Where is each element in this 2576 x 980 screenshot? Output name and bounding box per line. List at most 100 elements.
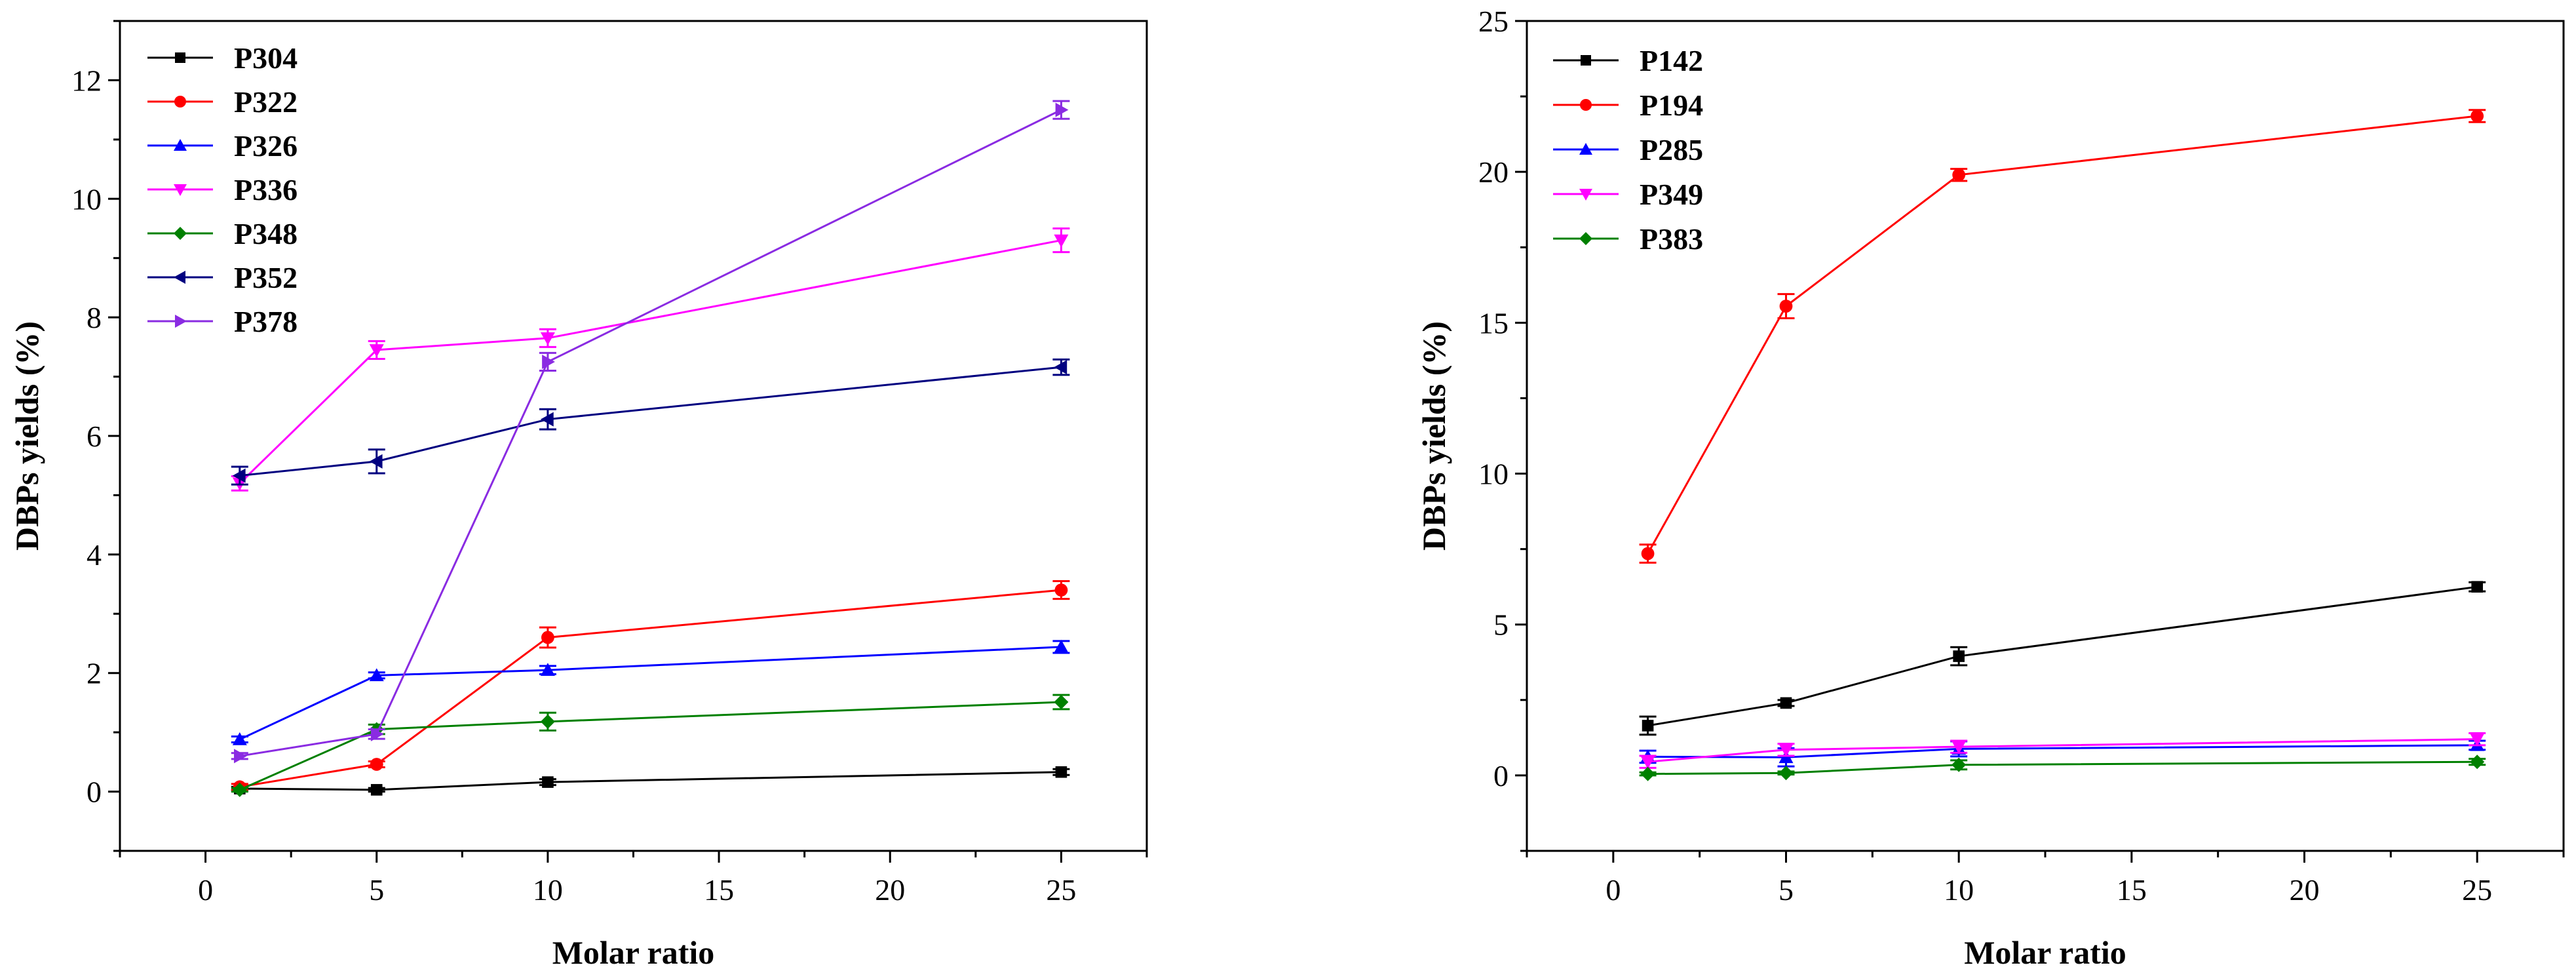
x-tick-label: 5 (369, 873, 384, 907)
data-point (1054, 234, 1069, 248)
series-line (1647, 115, 2478, 555)
data-point (234, 749, 247, 764)
x-tick-label: 20 (2290, 873, 2320, 907)
data-point (369, 344, 384, 357)
y-axis-title: DBPs yields (%) (9, 321, 45, 551)
legend-label: P304 (234, 41, 298, 75)
data-point (1953, 650, 1965, 662)
series-line (239, 239, 1062, 484)
series-P326 (231, 639, 1070, 745)
series-line (1647, 738, 2478, 763)
legend-label: P336 (234, 173, 298, 206)
data-point (540, 332, 555, 345)
data-point (2470, 733, 2485, 747)
series-P352 (231, 358, 1070, 486)
x-tick-label: 20 (875, 873, 905, 907)
data-point (1780, 697, 1792, 709)
data-point (1054, 583, 1068, 597)
x-tick-label: 0 (198, 873, 213, 907)
series-P194 (1639, 109, 2486, 564)
data-point (542, 354, 555, 369)
data-point (1054, 639, 1069, 653)
y-tick-label: 0 (87, 775, 102, 809)
y-tick-label: 12 (71, 64, 102, 97)
data-point (1952, 168, 1966, 182)
legend-label: P326 (234, 129, 298, 163)
y-tick-label: 10 (1478, 458, 1509, 491)
y-tick-label: 8 (87, 301, 102, 334)
data-point (1054, 695, 1069, 710)
legend-label: P285 (1640, 133, 1703, 167)
legend-label: P194 (1640, 88, 1703, 122)
legend-marker (175, 52, 185, 63)
legend-marker (174, 184, 187, 196)
legend-marker (1579, 143, 1592, 155)
series-P142 (1639, 581, 2486, 736)
series-line (239, 701, 1062, 791)
series-P322 (231, 580, 1070, 794)
series-P304 (231, 766, 1070, 796)
data-point (2471, 581, 2483, 593)
series-line (239, 589, 1062, 788)
y-tick-label: 25 (1478, 5, 1509, 38)
chart-1: 0 5 10 15 20 25 0 2 4 6 8 10 12 Molar ratio DBPs yield… (9, 20, 1148, 971)
legend-label: P378 (234, 305, 298, 338)
data-point (542, 776, 554, 788)
y-tick-label: 0 (1493, 759, 1509, 793)
series-P349 (1639, 732, 2486, 770)
y-tick-label: 20 (1478, 155, 1509, 189)
series-P336 (231, 227, 1070, 492)
series-line (239, 109, 1062, 757)
x-tick-label: 5 (1778, 873, 1794, 907)
data-point (1055, 766, 1067, 778)
x-tick-label: 15 (2117, 873, 2147, 907)
legend-marker (175, 315, 187, 328)
x-tick-label: 10 (1944, 873, 1974, 907)
x-axis-title: Molar ratio (1964, 934, 2126, 971)
data-point (1778, 743, 1794, 757)
data-point (1640, 766, 1655, 781)
legend-marker (1579, 232, 1592, 245)
chart-2: 0 5 10 15 20 25 0 5 10 15 20 25 Molar ratio DBPs yiel… (1415, 5, 2565, 971)
data-point (232, 732, 247, 745)
legend-marker (1581, 55, 1591, 66)
data-point (1640, 756, 1655, 770)
data-point (370, 726, 384, 741)
series-line (239, 771, 1062, 791)
y-tick-label: 15 (1478, 306, 1509, 340)
data-point (232, 782, 247, 797)
x-tick-label: 15 (704, 873, 734, 907)
series-line (239, 646, 1062, 741)
data-point (1055, 102, 1069, 117)
y-tick-label: 5 (1493, 608, 1509, 642)
legend-marker (1580, 99, 1592, 111)
y-tick-label: 2 (87, 657, 102, 690)
legend-label: P322 (234, 85, 298, 119)
y-tick-label: 10 (71, 182, 102, 216)
legend-label: P383 (1640, 222, 1703, 256)
legend-marker (174, 139, 187, 151)
legend-label: P352 (234, 261, 298, 294)
data-point (2470, 755, 2485, 770)
data-point (541, 631, 554, 644)
data-point (1778, 766, 1794, 781)
data-point (370, 784, 383, 796)
y-tick-label: 6 (87, 420, 102, 453)
x-axis-title: Molar ratio (552, 934, 715, 971)
series-line (1647, 585, 2478, 727)
y-axis-title: DBPs yields (%) (1415, 321, 1452, 551)
legend-marker (174, 227, 187, 240)
data-point (1951, 757, 1967, 772)
series-P348 (231, 694, 1070, 797)
data-point (540, 714, 555, 729)
data-point (369, 454, 383, 469)
data-point (1642, 720, 1654, 732)
y-tick-label: 4 (87, 538, 102, 572)
legend-label: P348 (234, 217, 298, 250)
data-point (2470, 109, 2484, 123)
legend-label: P142 (1640, 44, 1703, 77)
x-tick-label: 25 (2462, 873, 2492, 907)
series-line (1647, 744, 2478, 758)
data-point (232, 468, 246, 483)
